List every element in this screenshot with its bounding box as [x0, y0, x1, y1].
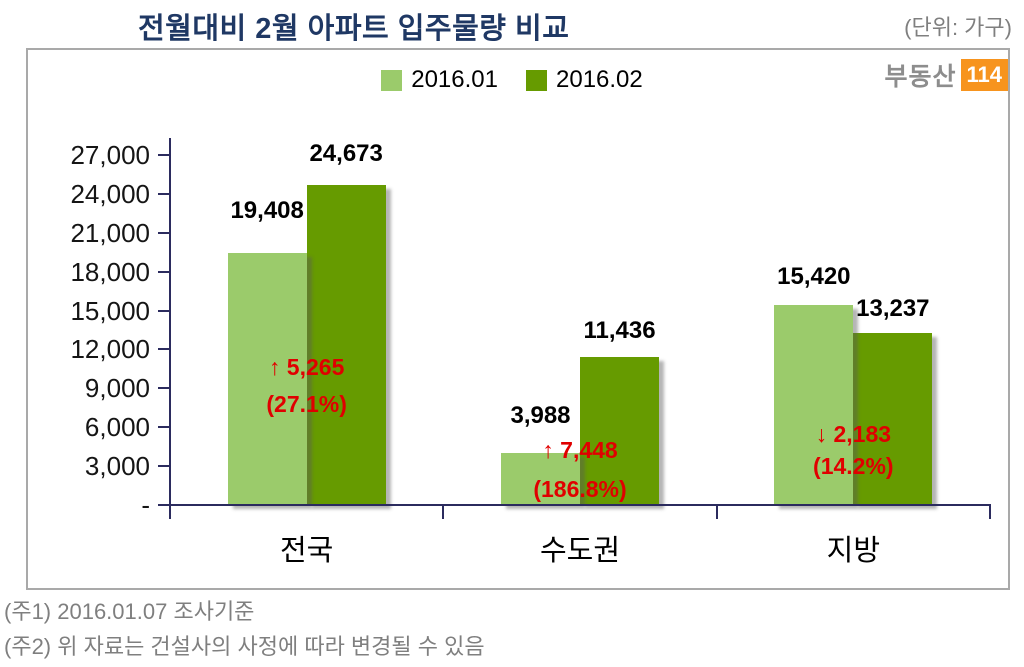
bar-2016.01-전국 — [227, 253, 307, 505]
annotation-percent-수도권: (186.8%) — [533, 476, 627, 502]
footnote-2: (주2) 위 자료는 건설사의 사정에 따라 변경될 수 있음 — [4, 634, 485, 659]
y-axis-tick — [158, 154, 170, 156]
value-label-2016.01-전국: 19,408 — [230, 197, 304, 225]
legend-swatch-2016-02-icon — [526, 69, 547, 91]
bar-2016.01-지방 — [774, 305, 854, 505]
bar-2016.02-지방 — [853, 333, 933, 505]
category-label-수도권: 수도권 — [539, 535, 621, 567]
x-axis-tick — [442, 504, 445, 519]
y-tick-label: 12,000 — [70, 334, 150, 365]
footnotes: (주1) 2016.01.07 조사기준 (주2) 위 자료는 건설사의 사정에… — [4, 594, 485, 664]
x-axis-line — [158, 504, 991, 506]
bar-2016.01-수도권 — [501, 453, 580, 505]
unit-label: (단위: 가구) — [904, 15, 1012, 40]
chart-frame — [26, 48, 1010, 590]
value-label-2016.01-지방: 15,420 — [777, 263, 851, 291]
y-tick-label: 15,000 — [70, 295, 150, 326]
y-axis-tick — [158, 387, 170, 390]
y-axis-tick — [158, 270, 170, 273]
category-label-지방: 지방 — [826, 535, 881, 567]
y-tick-label: 9,000 — [84, 373, 150, 404]
legend-swatch-2016-01-icon — [381, 69, 403, 91]
logo-badge: 114 — [960, 59, 1008, 91]
y-tick-label: 27,000 — [70, 140, 150, 170]
value-label-2016.02-지방: 13,237 — [856, 295, 930, 323]
x-axis-tick — [989, 504, 991, 519]
budongsan114-logo: 부동산 114 — [884, 57, 1008, 93]
y-axis-tick — [158, 231, 170, 234]
value-label-2016.02-수도권: 11,436 — [583, 316, 656, 344]
y-tick-label: 6,000 — [84, 412, 150, 443]
annotation-delta-수도권: ↑ 7,448 — [542, 437, 618, 463]
y-tick-label: 24,000 — [70, 178, 150, 209]
y-axis-tick — [158, 426, 170, 429]
footnote-1: (주1) 2016.01.07 조사기준 — [4, 599, 255, 624]
logo-text: 부동산 — [884, 63, 957, 91]
annotation-delta-지방: ↓ 2,183 — [815, 421, 892, 447]
legend-item-2016-02: 2016.02 — [526, 66, 643, 94]
y-tick-label: 21,000 — [70, 217, 150, 248]
chart-legend: 2016.01 2016.02 — [0, 66, 1024, 94]
bar-2016.02-전국 — [306, 185, 386, 505]
y-axis-tick — [158, 348, 170, 351]
x-axis-tick — [715, 504, 718, 519]
annotation-percent-전국: (27.1%) — [266, 391, 347, 417]
bar-2016.02-수도권 — [580, 356, 659, 505]
value-label-2016.01-수도권: 3,988 — [510, 402, 571, 430]
legend-item-2016-01: 2016.01 — [381, 66, 498, 94]
x-axis-tick — [169, 504, 171, 519]
legend-label-2016-01: 2016.01 — [411, 66, 498, 93]
value-label-2016.02-전국: 24,673 — [309, 140, 383, 168]
y-axis-tick — [158, 309, 170, 312]
y-tick-label: 18,000 — [70, 256, 150, 287]
category-label-전국: 전국 — [279, 535, 334, 567]
y-tick-label: 3,000 — [84, 451, 150, 482]
page-title: 전월대비 2월 아파트 입주물량 비교 — [138, 13, 570, 45]
y-tick-label: - — [141, 490, 150, 520]
annotation-delta-전국: ↑ 5,265 — [268, 354, 345, 380]
annotation-percent-지방: (14.2%) — [813, 453, 894, 479]
legend-label-2016-02: 2016.02 — [556, 66, 643, 93]
y-axis-tick — [158, 192, 170, 195]
y-axis-tick — [158, 465, 170, 468]
y-axis-line — [169, 138, 171, 507]
